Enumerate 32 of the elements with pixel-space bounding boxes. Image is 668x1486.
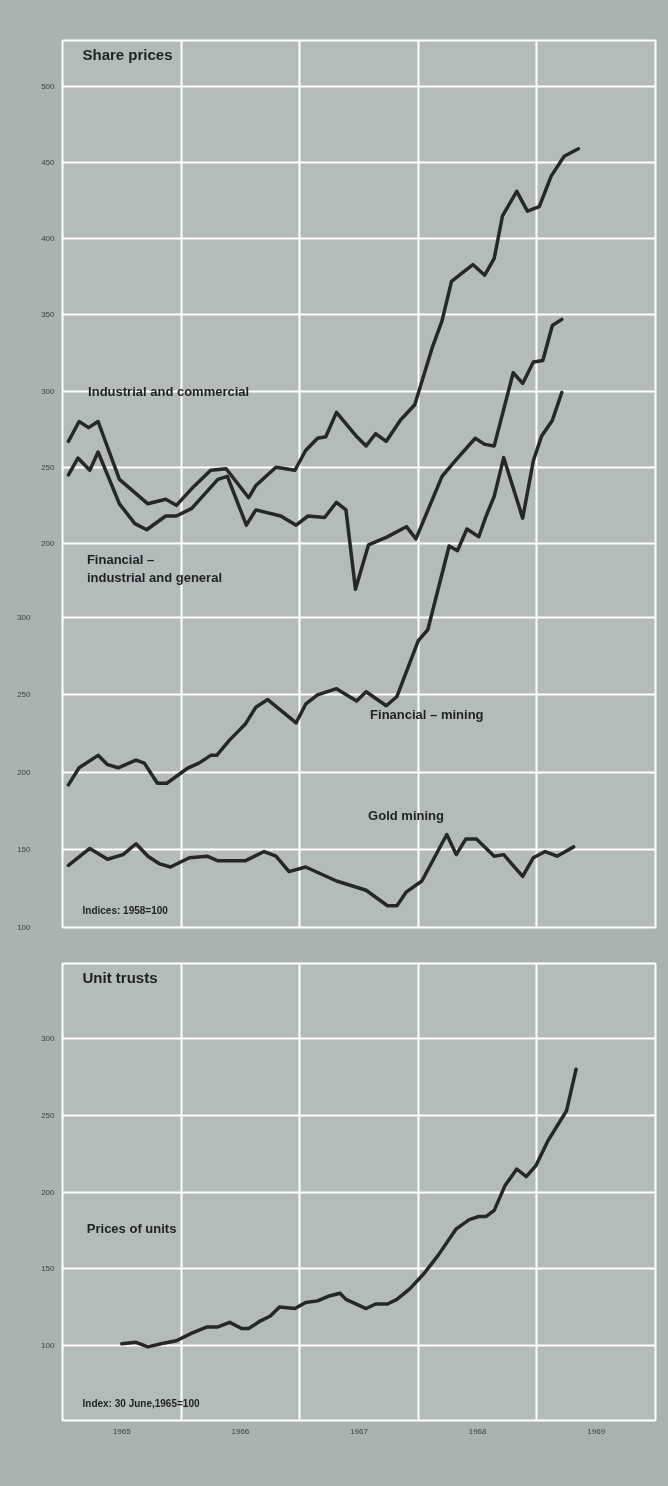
annotation: Index: 30 June,1965=100 (82, 1397, 200, 1409)
y-tick-label: 150 (41, 1264, 56, 1274)
chart-title: Share prices (82, 45, 173, 63)
y2-tick-label: 300 (17, 612, 32, 622)
y-tick-label: 300 (41, 1034, 56, 1044)
x-tick-label: 1967 (350, 1426, 369, 1436)
text: Financial – industrial and general (86, 551, 223, 585)
y-tick-label: 300 (41, 386, 56, 396)
x-tick-label: 1966 (231, 1426, 250, 1436)
y-tick-label: 250 (41, 462, 56, 472)
y2-tick-label: 250 (17, 690, 32, 700)
y2-tick-label: 100 (17, 923, 32, 932)
series-label: Gold mining (368, 807, 444, 823)
annotation: Indices: 1958=100 (82, 904, 169, 916)
text: Prices of units (86, 1221, 177, 1237)
series-label: Financial – mining (370, 707, 484, 723)
y-tick-label: 450 (41, 157, 56, 167)
y-tick-label: 500 (41, 81, 56, 91)
series-label: Industrial and commercial (88, 384, 250, 400)
x-tick-label: 1968 (468, 1426, 488, 1436)
y-tick-label: 350 (41, 310, 56, 320)
y-tick-label: 250 (41, 1110, 56, 1120)
y-tick-label: 400 (41, 234, 56, 244)
y2-tick-label: 200 (17, 767, 32, 777)
y-tick-label: 100 (41, 1340, 56, 1350)
line-series (66, 832, 576, 908)
chart-title: Unit trusts (82, 968, 158, 986)
y-tick-label: 200 (41, 538, 56, 548)
x-tick-label: 1969 (587, 1426, 606, 1436)
y-tick-label: 200 (41, 1187, 56, 1197)
y2-tick-label: 150 (17, 845, 32, 855)
x-tick-label: 1965 (112, 1426, 132, 1436)
